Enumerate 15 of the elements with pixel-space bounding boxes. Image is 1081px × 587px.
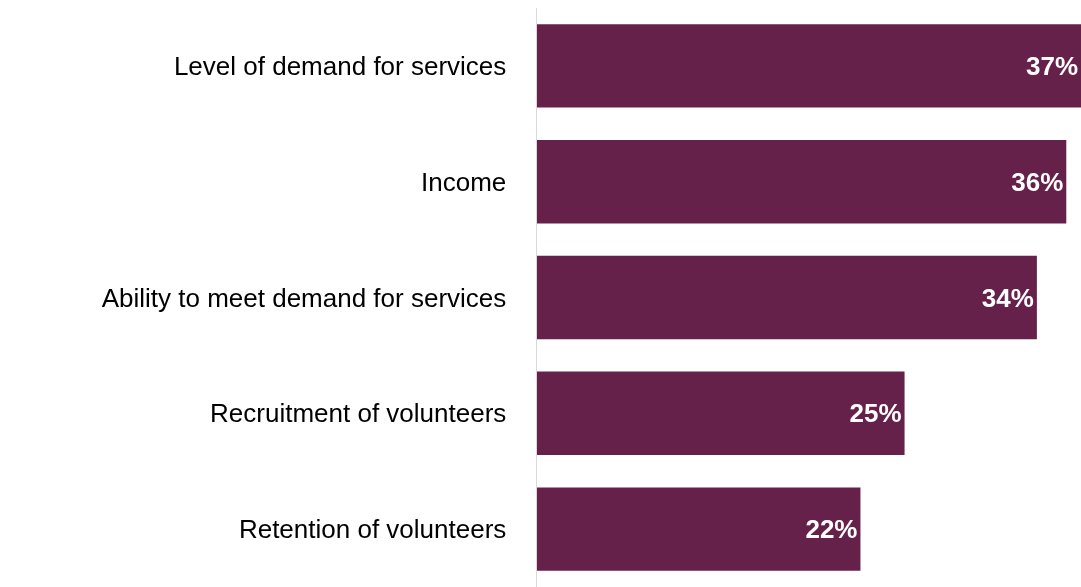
data-label: 36% [1011,166,1064,197]
bar [537,487,861,571]
data-label: 37% [1025,50,1078,81]
y-tick-label: Ability to meet demand for services [101,282,507,313]
y-tick-label: Income [421,166,507,197]
bar [537,140,1067,224]
bar [537,255,1037,340]
y-tick-label: Level of demand for services [173,51,507,81]
data-label: 34% [981,282,1034,313]
y-tick-label: Retention of volunteers [238,514,507,545]
data-label: 25% [849,398,902,429]
y-tick-label: Recruitment of volunteers [210,398,507,429]
bar [537,371,905,455]
bar [537,24,1081,108]
data-label: 22% [805,514,858,545]
